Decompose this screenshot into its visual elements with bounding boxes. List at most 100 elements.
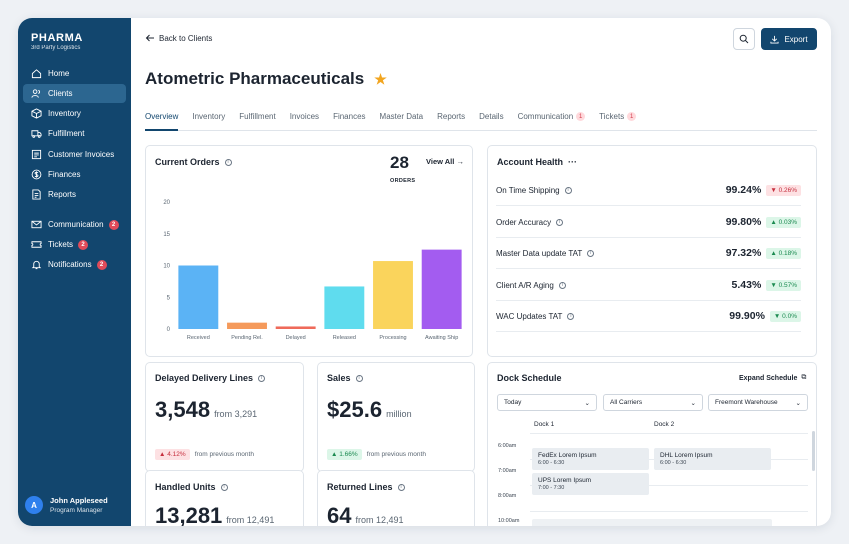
more-icon[interactable]: ··· xyxy=(568,157,578,167)
tab-details[interactable]: Details xyxy=(479,110,503,131)
returned-title: Returned Lines xyxy=(327,482,393,492)
x-tick-label: Released xyxy=(333,335,356,341)
sidebar-item-communication[interactable]: Communication 2 xyxy=(23,215,126,234)
tab-communication[interactable]: Communication 1 xyxy=(518,110,586,131)
info-icon[interactable]: i xyxy=(556,218,564,226)
delta-value: 0.03% xyxy=(778,218,797,226)
delayed-change: ▲ 4.12% from previous month xyxy=(155,449,254,460)
chevron-down-icon: ⌄ xyxy=(690,399,696,407)
info-icon[interactable]: i xyxy=(564,186,572,194)
user-profile[interactable]: A John Appleseed Program Manager xyxy=(25,496,108,514)
bar-pending-rel-[interactable] xyxy=(227,322,267,329)
tab-reports[interactable]: Reports xyxy=(437,110,465,131)
event-name: UPS Lorem Ipsum xyxy=(538,477,592,484)
orders-count: 28 xyxy=(390,153,409,172)
tab-label: Invoices xyxy=(289,112,320,121)
sidebar-item-clients[interactable]: Clients xyxy=(23,84,126,103)
tab-label: Inventory xyxy=(192,112,226,121)
sidebar-item-label: Communication xyxy=(48,220,104,229)
sidebar-item-home[interactable]: Home xyxy=(23,64,126,83)
time-label: 6:00am xyxy=(498,443,517,449)
schedule-event[interactable]: FedEx Lorem Ipsum 6:00 - 6:30 xyxy=(532,448,649,470)
tab-fulfillment[interactable]: Fulfillment xyxy=(239,110,275,131)
x-tick-label: Received xyxy=(187,335,210,341)
dock-schedule-card: Dock Schedule Expand Schedule ⧉ Today ⌄ A… xyxy=(487,362,817,526)
returned-from: from 12,491 xyxy=(355,515,404,525)
dock-column-1: Dock 1 xyxy=(534,421,555,428)
tab-overview[interactable]: Overview xyxy=(145,110,179,131)
info-icon[interactable]: i xyxy=(397,483,405,491)
account-health-title: Account Health xyxy=(497,157,564,167)
sidebar-item-tickets[interactable]: Tickets 2 xyxy=(23,235,126,254)
bar-released[interactable] xyxy=(324,286,365,329)
arrow-up-icon: ▲ xyxy=(770,249,777,257)
delta-badge: ▲ 0.03% xyxy=(766,216,801,228)
favorite-star-icon[interactable]: ★ xyxy=(374,70,387,87)
info-icon[interactable]: i xyxy=(220,483,228,491)
delayed-delivery-card: Delayed Delivery Lines i 3,548 from 3,291 … xyxy=(145,362,304,472)
search-button[interactable] xyxy=(733,28,755,50)
tab-inventory[interactable]: Inventory xyxy=(192,110,225,131)
sidebar-item-finances[interactable]: Finances xyxy=(23,165,126,184)
tab-bar: Overview Inventory Fulfillment Invoices … xyxy=(145,110,817,131)
bar-delayed[interactable] xyxy=(275,326,316,329)
arrow-down-icon: ▼ xyxy=(770,281,777,289)
back-link[interactable]: Back to Clients xyxy=(145,33,212,43)
time-label: 10:00am xyxy=(498,518,520,524)
dock-column-2: Dock 2 xyxy=(654,421,675,428)
notifications-badge: 2 xyxy=(96,259,107,270)
sales-value: $25.6 xyxy=(327,397,383,422)
schedule-event[interactable] xyxy=(532,519,772,526)
view-all-link[interactable]: View All → xyxy=(426,157,464,166)
download-icon xyxy=(770,35,779,44)
info-icon[interactable]: i xyxy=(355,374,363,382)
health-row: WAC Updates TAT i 99.90% ▼ 0.0% xyxy=(496,301,801,332)
home-icon xyxy=(30,68,42,80)
sidebar-item-inventory[interactable]: Inventory xyxy=(23,104,126,123)
current-orders-title: Current Orders xyxy=(155,157,220,167)
info-icon[interactable]: i xyxy=(224,158,232,166)
info-icon[interactable]: i xyxy=(567,312,575,320)
sidebar-item-customer-invoices[interactable]: Customer Invoices xyxy=(23,145,126,164)
expand-schedule-link[interactable]: Expand Schedule ⧉ xyxy=(739,374,806,382)
truck-icon xyxy=(30,128,42,140)
tickets-badge: 2 xyxy=(78,239,89,250)
sidebar-item-fulfillment[interactable]: Fulfillment xyxy=(23,124,126,143)
tab-invoices[interactable]: Invoices xyxy=(290,110,319,131)
tab-tickets[interactable]: Tickets 1 xyxy=(599,110,637,131)
schedule-event[interactable]: DHL Lorem Ipsum 6:00 - 6:30 xyxy=(654,448,771,470)
divider xyxy=(530,485,808,486)
info-icon[interactable]: i xyxy=(587,249,595,257)
sidebar-item-label: Home xyxy=(48,69,70,78)
health-value: 99.24% xyxy=(725,184,762,196)
sales-title: Sales xyxy=(327,373,351,383)
sidebar-item-notifications[interactable]: Notifications 2 xyxy=(23,255,126,274)
dock-title: Dock Schedule xyxy=(497,373,562,383)
info-icon[interactable]: i xyxy=(258,374,266,382)
date-select[interactable]: Today ⌄ xyxy=(497,394,597,411)
handled-from: from 12,491 xyxy=(226,515,275,525)
sidebar-item-reports[interactable]: Reports xyxy=(23,185,126,204)
bar-received[interactable] xyxy=(178,265,219,330)
warehouse-select[interactable]: Freemont Warehouse ⌄ xyxy=(708,394,808,411)
export-button[interactable]: Export xyxy=(761,28,817,50)
schedule-event[interactable]: UPS Lorem Ipsum 7:00 - 7:30 xyxy=(532,473,649,495)
health-value: 97.32% xyxy=(725,247,762,259)
bell-icon xyxy=(30,259,42,271)
info-icon[interactable]: i xyxy=(558,281,566,289)
tab-label: Overview xyxy=(145,112,179,121)
card-title: Sales i xyxy=(327,373,363,383)
scrollbar[interactable] xyxy=(812,431,815,471)
bar-processing[interactable] xyxy=(373,261,413,329)
expand-label: Expand Schedule xyxy=(739,374,798,382)
arrow-right-icon: → xyxy=(456,157,464,166)
bar-awaiting-ship[interactable] xyxy=(421,249,462,329)
health-value: 5.43% xyxy=(731,279,762,291)
carrier-select[interactable]: All Carriers ⌄ xyxy=(603,394,703,411)
tab-label: Finances xyxy=(333,112,366,121)
chevron-down-icon: ⌄ xyxy=(795,399,801,407)
tab-master-data[interactable]: Master Data xyxy=(380,110,424,131)
health-row: Client A/R Aging i 5.43% ▼ 0.57% xyxy=(496,270,801,301)
x-tick-label: Awaiting Ship xyxy=(425,335,458,341)
tab-finances[interactable]: Finances xyxy=(333,110,365,131)
